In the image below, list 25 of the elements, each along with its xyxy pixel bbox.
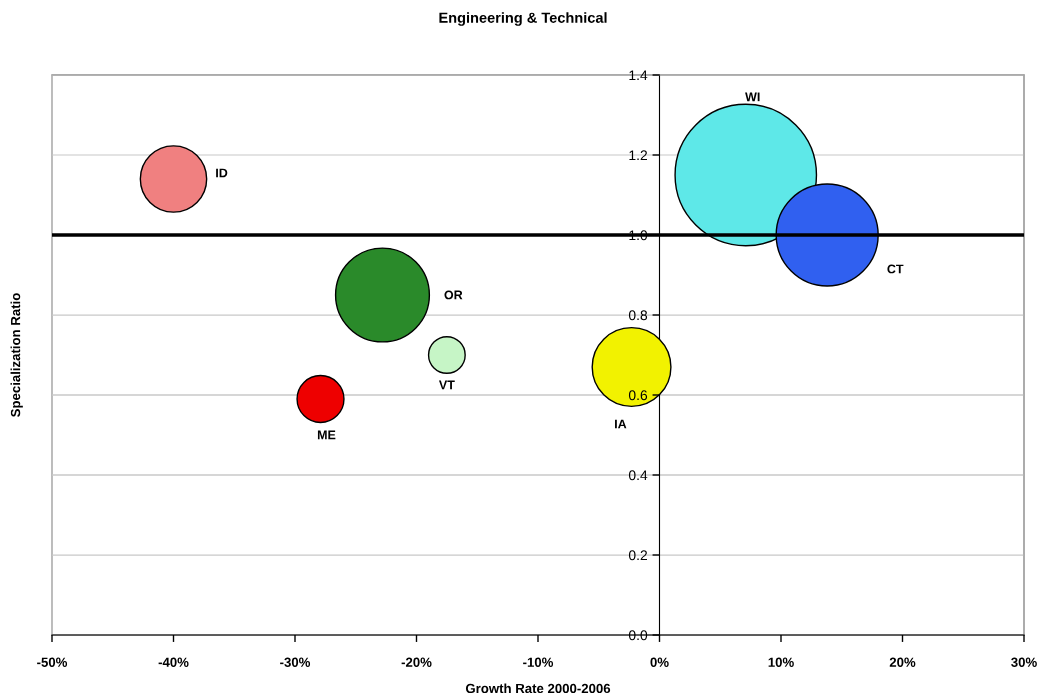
series-label: ID — [216, 168, 228, 178]
series-label: CT — [887, 264, 904, 274]
x-tick-label: 0% — [650, 657, 669, 667]
x-tick-label: 30% — [1011, 657, 1037, 667]
x-tick-label: 20% — [889, 657, 916, 667]
series-label: IA — [615, 419, 627, 429]
x-tick-label: -10% — [523, 657, 554, 667]
x-tick-label: -30% — [280, 657, 311, 667]
series-label: OR — [444, 290, 463, 300]
x-tick-label: -20% — [401, 657, 432, 667]
x-axis-title: Growth Rate 2000-2006 — [465, 683, 611, 694]
y-axis-title: Specialization Ratio — [10, 293, 23, 417]
x-tick-label: 10% — [768, 657, 794, 667]
y-tick-label: 1.4 — [629, 70, 648, 81]
x-tick-label: -40% — [158, 657, 189, 667]
y-tick-label: 0.8 — [628, 310, 648, 321]
series-label: VT — [438, 380, 455, 390]
y-tick-label: 0.6 — [628, 390, 648, 401]
y-tick-label: 0.2 — [628, 550, 647, 561]
series-label: WI — [745, 92, 760, 102]
chart-title: Engineering & Technical — [439, 12, 607, 26]
x-tick-label: -50% — [37, 657, 68, 667]
y-tick-label: 0.4 — [628, 470, 648, 481]
series-label: ME — [317, 430, 336, 440]
y-tick-label: 1.2 — [629, 150, 647, 161]
